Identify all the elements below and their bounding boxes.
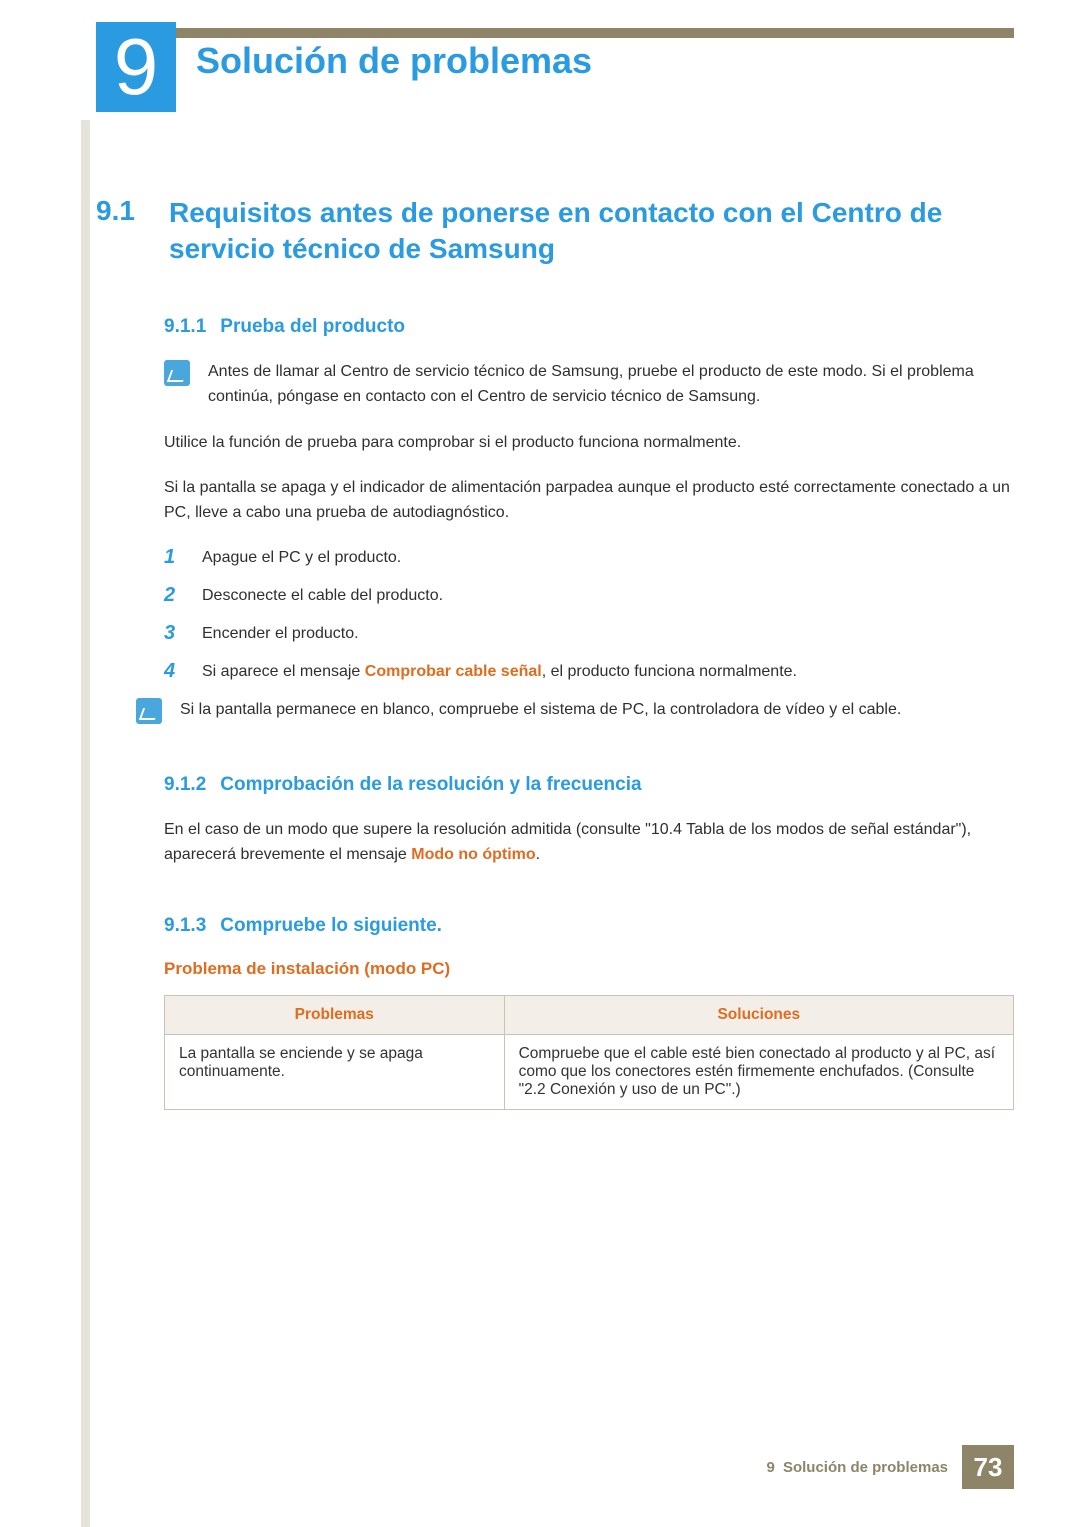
left-margin-rule xyxy=(81,120,90,1527)
paragraph: Utilice la función de prueba para compro… xyxy=(164,431,1014,456)
step-number: 3 xyxy=(164,622,184,646)
note-icon xyxy=(164,360,190,386)
subsection-number: 9.1.3 xyxy=(164,915,206,936)
note-block-2: Si la pantalla permanece en blanco, comp… xyxy=(136,698,1014,724)
p2-bold: Modo no óptimo xyxy=(411,846,535,863)
step-item: 1 Apague el PC y el producto. xyxy=(164,546,1014,570)
subsection-number: 9.1.2 xyxy=(164,774,206,795)
step-item: 4 Si aparece el mensaje Comprobar cable … xyxy=(164,660,1014,684)
chapter-number-box: 9 xyxy=(96,22,176,112)
content-area: 9.1 Requisitos antes de ponerse en conta… xyxy=(96,195,1014,1110)
p2-suffix: . xyxy=(536,846,540,863)
section-number: 9.1 xyxy=(96,195,151,227)
section-title: Requisitos antes de ponerse en contacto … xyxy=(169,195,1014,268)
p2-prefix: En el caso de un modo que supere la reso… xyxy=(164,821,971,863)
subsection-title: Comprobación de la resolución y la frecu… xyxy=(220,774,641,795)
subsection-heading-1: 9.1.1 Prueba del producto xyxy=(164,316,1014,338)
step4-prefix: Si aparece el mensaje xyxy=(202,663,365,680)
cell-problem: La pantalla se enciende y se apaga conti… xyxy=(165,1035,505,1110)
table-header-row: Problemas Soluciones xyxy=(165,996,1014,1035)
chapter-title: Solución de problemas xyxy=(196,40,592,82)
footer-chapter-title: Solución de problemas xyxy=(783,1459,948,1476)
footer-page-number: 73 xyxy=(962,1445,1014,1489)
problems-table: Problemas Soluciones La pantalla se enci… xyxy=(164,995,1014,1110)
step-number: 4 xyxy=(164,660,184,684)
footer-chapter-label: 9 Solución de problemas xyxy=(766,1459,948,1476)
table-row: La pantalla se enciende y se apaga conti… xyxy=(165,1035,1014,1110)
footer-chapter-number: 9 xyxy=(766,1459,774,1476)
paragraph: En el caso de un modo que supere la reso… xyxy=(164,818,1014,868)
problem-category-heading: Problema de instalación (modo PC) xyxy=(164,959,1014,979)
section-heading: 9.1 Requisitos antes de ponerse en conta… xyxy=(96,195,1014,268)
subsection-title: Prueba del producto xyxy=(220,316,405,337)
subsection-heading-2: 9.1.2 Comprobación de la resolución y la … xyxy=(164,774,1014,796)
page-footer: 9 Solución de problemas 73 xyxy=(766,1445,1014,1489)
step4-suffix: , el producto funciona normalmente. xyxy=(542,663,797,680)
step-text: Desconecte el cable del producto. xyxy=(202,584,443,608)
subsection-number: 9.1.1 xyxy=(164,316,206,337)
note-text: Antes de llamar al Centro de servicio té… xyxy=(208,360,1014,410)
note-icon xyxy=(136,698,162,724)
paragraph: Si la pantalla se apaga y el indicador d… xyxy=(164,476,1014,526)
note-block-1: Antes de llamar al Centro de servicio té… xyxy=(164,360,1014,410)
note-text: Si la pantalla permanece en blanco, comp… xyxy=(180,698,901,724)
subsection-heading-3: 9.1.3 Compruebe lo siguiente. xyxy=(164,915,1014,937)
step-text: Si aparece el mensaje Comprobar cable se… xyxy=(202,660,797,684)
step-item: 2 Desconecte el cable del producto. xyxy=(164,584,1014,608)
step-text: Encender el producto. xyxy=(202,622,359,646)
page: 9 Solución de problemas 9.1 Requisitos a… xyxy=(0,0,1080,1527)
step4-bold: Comprobar cable señal xyxy=(365,663,542,680)
top-band xyxy=(96,28,1014,38)
th-solutions: Soluciones xyxy=(504,996,1013,1035)
th-problems: Problemas xyxy=(165,996,505,1035)
step-text: Apague el PC y el producto. xyxy=(202,546,401,570)
step-item: 3 Encender el producto. xyxy=(164,622,1014,646)
step-number: 2 xyxy=(164,584,184,608)
ordered-steps: 1 Apague el PC y el producto. 2 Desconec… xyxy=(164,546,1014,684)
cell-solution: Compruebe que el cable esté bien conecta… xyxy=(504,1035,1013,1110)
step-number: 1 xyxy=(164,546,184,570)
subsection-title: Compruebe lo siguiente. xyxy=(220,915,442,936)
